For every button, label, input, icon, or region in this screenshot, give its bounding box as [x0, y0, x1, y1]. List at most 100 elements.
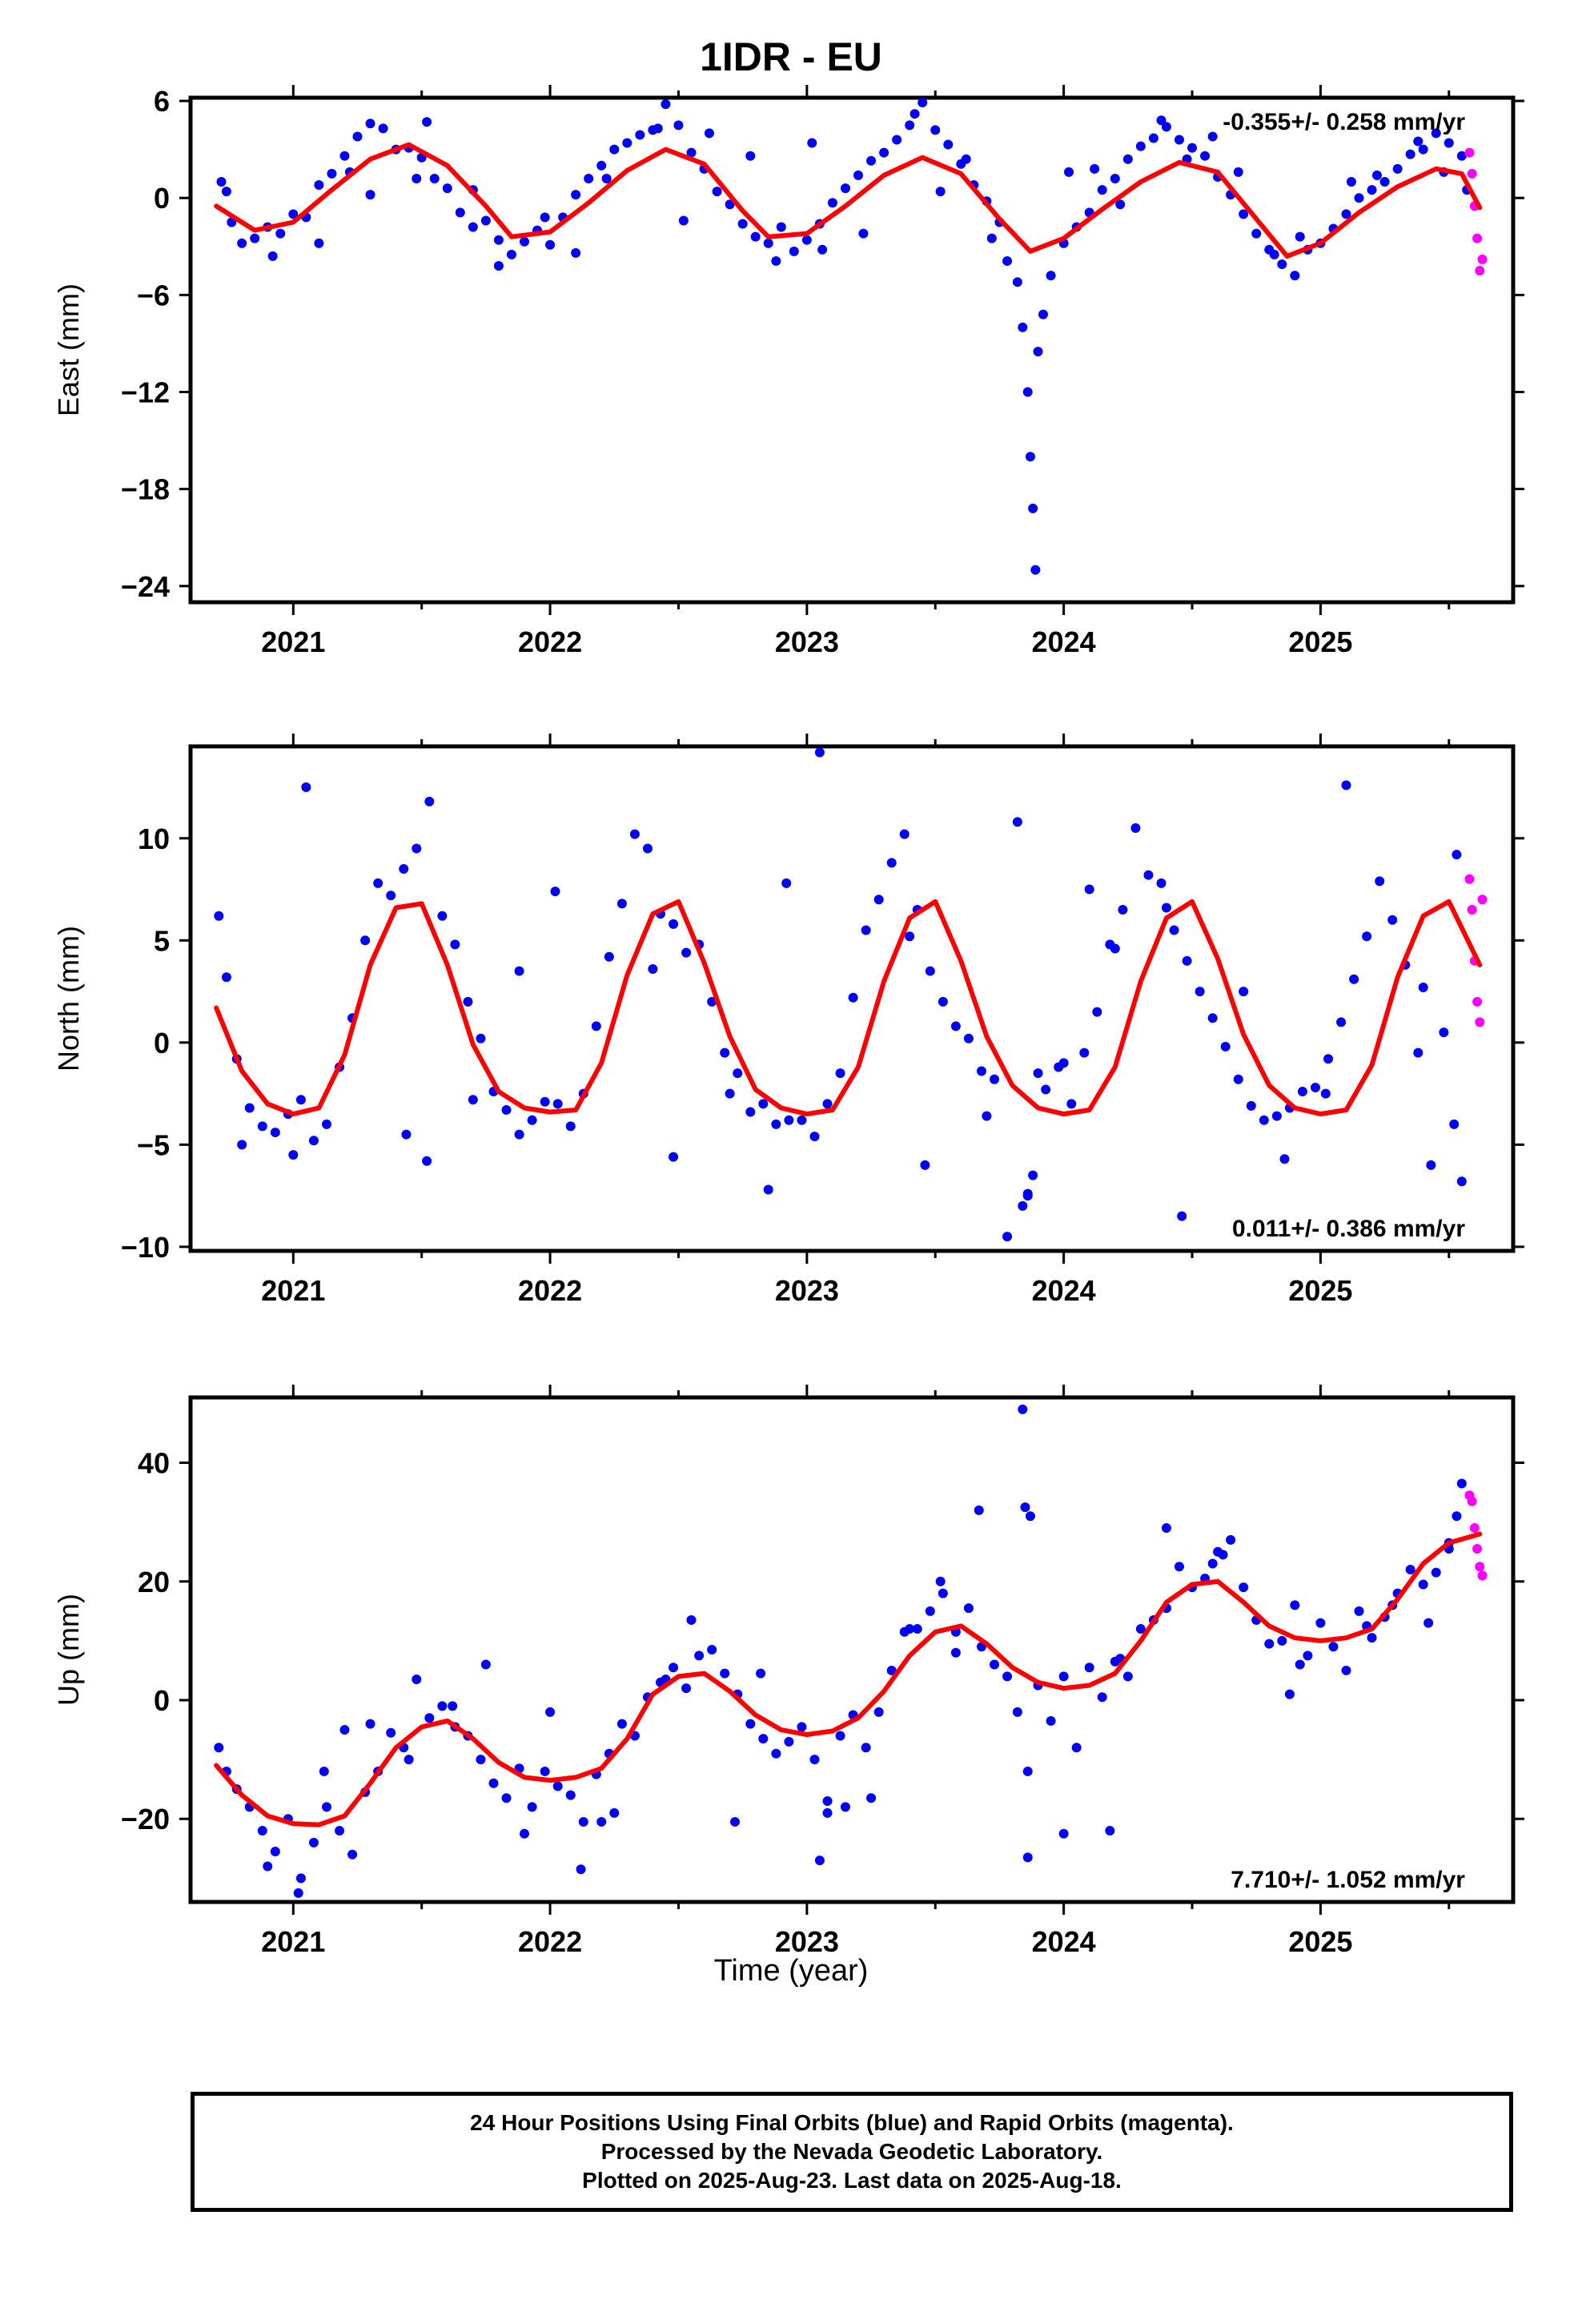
up-final-point — [1418, 1579, 1428, 1590]
up-model-line — [214, 1531, 1483, 1827]
north-final-point — [1143, 870, 1154, 880]
up-final-point — [616, 1719, 627, 1729]
east-final-point — [909, 109, 920, 119]
up-final-point — [527, 1802, 537, 1812]
up-final-point — [365, 1719, 375, 1729]
north-xtick-label: 2022 — [518, 1274, 582, 1307]
north-final-point — [669, 919, 679, 929]
north-xtick-label: 2024 — [1032, 1274, 1096, 1307]
north-final-point — [476, 1033, 486, 1043]
east-final-point — [1341, 209, 1351, 219]
up-ytick-label: 20 — [138, 1566, 170, 1598]
north-final-point — [809, 1132, 820, 1142]
north-final-point — [797, 1115, 807, 1125]
up-final-point — [1277, 1635, 1287, 1646]
north-final-point — [604, 951, 614, 962]
east-final-point — [1405, 149, 1415, 159]
east-final-point — [827, 198, 837, 208]
north-final-point — [1233, 1074, 1243, 1084]
east-final-point — [1239, 209, 1249, 219]
x-axis-label: Time (year) — [713, 1954, 869, 1988]
north-final-point — [270, 1128, 280, 1138]
east-final-point — [673, 120, 684, 131]
up-final-point — [293, 1888, 303, 1898]
east-final-point — [1022, 387, 1033, 397]
east-final-point — [776, 222, 786, 232]
up-final-point — [686, 1614, 697, 1625]
north-final-point — [221, 972, 231, 983]
up-final-point — [1174, 1562, 1184, 1572]
up-final-point — [669, 1663, 679, 1673]
east-final-point — [506, 249, 516, 259]
east-final-point — [1431, 128, 1441, 139]
up-xtick-label: 2021 — [261, 1925, 325, 1958]
north-xtick-label: 2023 — [775, 1274, 839, 1307]
panel-north: 10 5 0 −5 −10 2021 2022 2023 2024 2025 North (mm) 0… — [52, 734, 1524, 1307]
north-final-point — [1022, 1191, 1033, 1201]
north-final-point — [322, 1119, 332, 1129]
up-final-point — [1097, 1692, 1107, 1703]
north-final-point — [412, 843, 422, 854]
east-final-point — [1012, 277, 1022, 287]
east-final-point — [1207, 131, 1218, 142]
north-final-point — [681, 947, 692, 958]
east-final-point — [1233, 167, 1243, 177]
north-rapid-point — [1475, 1017, 1485, 1027]
east-final-point — [1030, 565, 1041, 575]
up-final-point — [1328, 1642, 1339, 1652]
north-marks — [214, 747, 1488, 1242]
up-plot-frame — [188, 1395, 1516, 1904]
east-final-point — [1135, 141, 1146, 151]
up-final-point — [480, 1659, 491, 1670]
north-final-point — [920, 1160, 930, 1170]
east-final-point — [622, 138, 632, 148]
north-final-point — [1169, 925, 1179, 935]
north-final-point — [848, 992, 858, 1003]
north-final-point — [295, 1095, 306, 1105]
north-final-point — [450, 939, 460, 950]
east-final-point — [1025, 452, 1035, 462]
up-final-point — [1135, 1624, 1146, 1634]
north-final-point — [950, 1021, 961, 1031]
east-final-point — [930, 125, 941, 135]
north-final-point — [1259, 1115, 1269, 1125]
north-final-point — [463, 996, 473, 1007]
east-model-line — [214, 142, 1483, 259]
north-rapid-point — [1467, 905, 1477, 915]
east-final-point — [455, 207, 465, 218]
north-final-point — [925, 966, 935, 976]
east-final-point — [1371, 170, 1382, 180]
north-final-point — [1084, 884, 1094, 895]
up-rapid-point — [1477, 1570, 1488, 1581]
east-final-point — [879, 147, 889, 158]
east-final-point — [635, 130, 645, 140]
east-rate-label: -0.355+/- 0.258 mm/yr — [1223, 109, 1465, 135]
up-final-point — [424, 1713, 435, 1723]
north-final-point — [527, 1115, 537, 1125]
up-final-point — [412, 1675, 422, 1685]
north-final-point — [214, 911, 224, 921]
north-final-point — [501, 1105, 512, 1116]
up-final-point — [912, 1624, 922, 1634]
up-final-point — [681, 1683, 692, 1694]
east-final-point — [480, 215, 491, 226]
north-final-point — [771, 1119, 781, 1129]
north-final-point — [565, 1121, 576, 1132]
up-final-point — [578, 1816, 588, 1827]
north-final-point — [733, 1068, 743, 1079]
up-final-point — [963, 1603, 974, 1614]
up-final-point — [873, 1707, 884, 1717]
east-final-point — [429, 173, 440, 183]
up-final-point — [694, 1651, 705, 1661]
east-final-point — [352, 131, 363, 142]
up-final-point — [1105, 1826, 1115, 1836]
up-ytick-label: 40 — [138, 1447, 170, 1480]
east-final-point — [1064, 167, 1074, 177]
east-final-point — [596, 160, 607, 171]
up-final-point — [437, 1701, 448, 1711]
north-final-point — [1066, 1099, 1077, 1109]
up-final-point — [720, 1668, 730, 1679]
east-final-point — [1392, 163, 1403, 174]
east-final-point — [1456, 151, 1467, 161]
